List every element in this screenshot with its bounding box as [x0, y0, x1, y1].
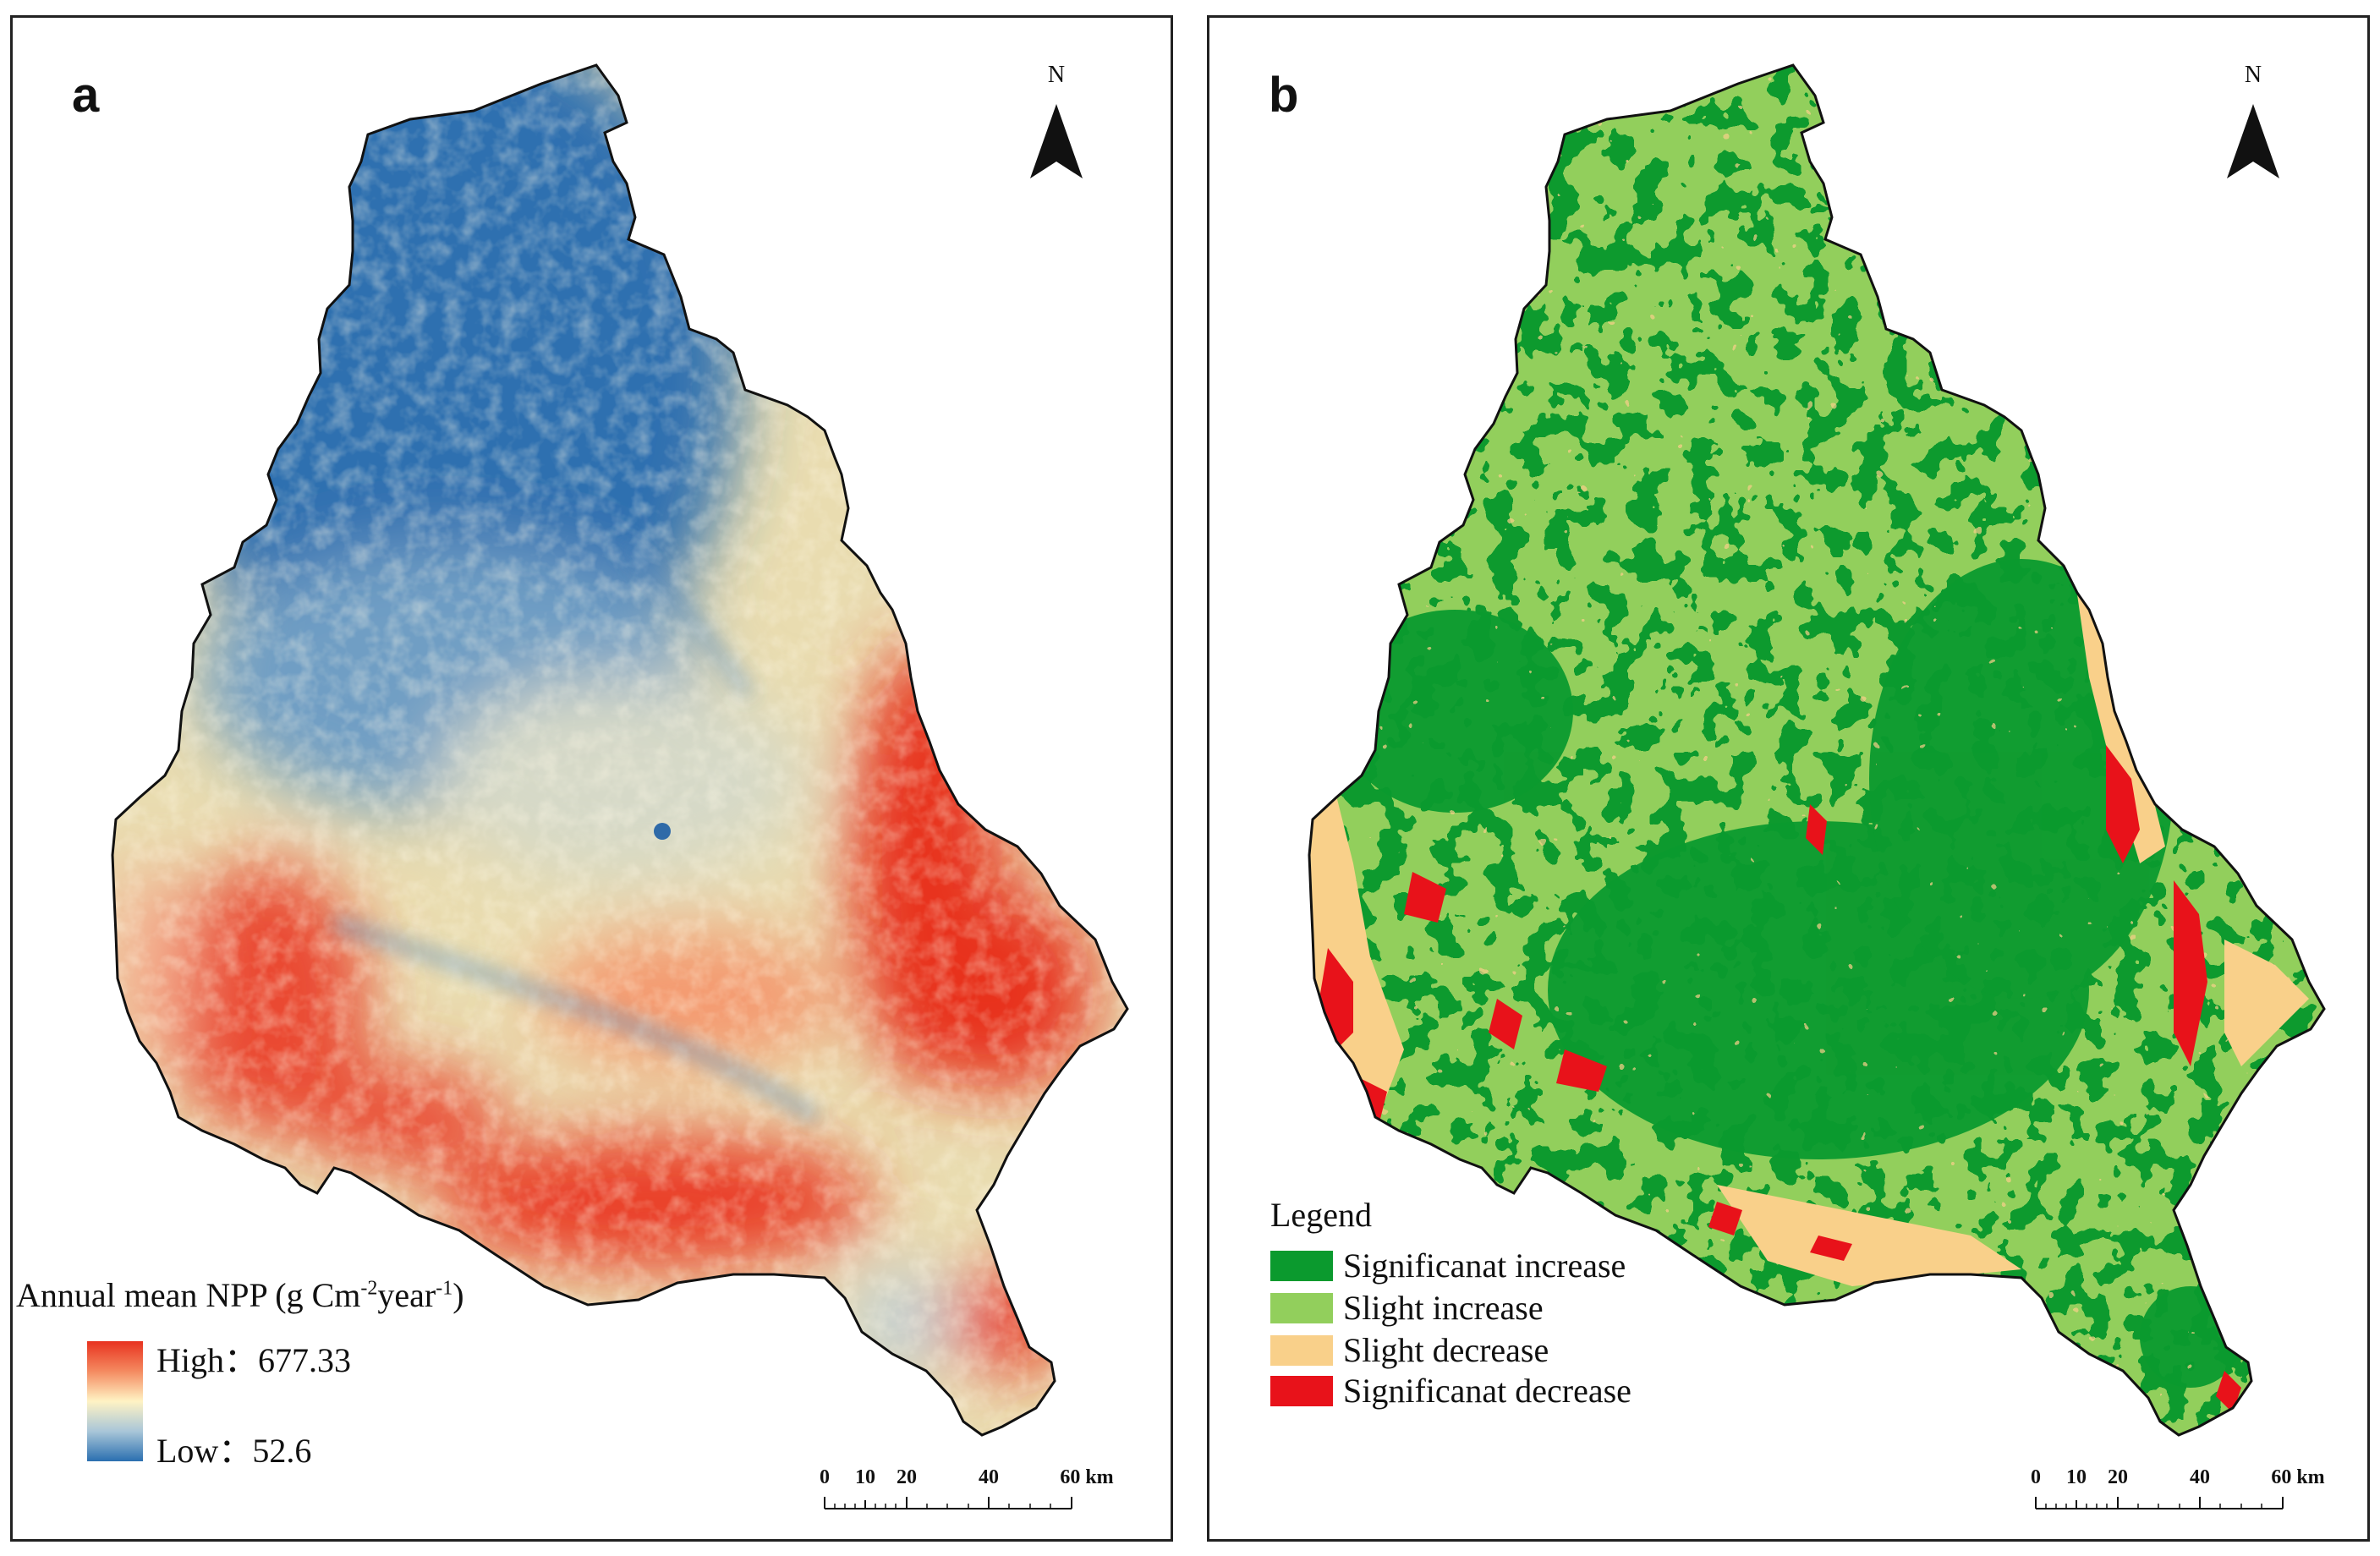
scale-bar-graphic — [824, 1497, 1072, 1509]
legend-swatch — [1270, 1293, 1333, 1323]
legend-swatch — [1270, 1335, 1333, 1366]
panel-a-npp-map: a N Annual mean NPP (g Cm-2year-1) High：… — [10, 15, 1173, 1542]
npp-raster-fill — [112, 65, 1127, 1435]
scale-bar-graphic — [2035, 1497, 2284, 1509]
scale-tick-label: 40 — [2190, 1466, 2210, 1488]
scale-tick-label: 60 km — [2271, 1466, 2325, 1488]
legend-item-label: Slight decrease — [1343, 1331, 1549, 1369]
panel-letter-b: b — [1269, 68, 1299, 123]
panel-letter-a: a — [72, 68, 100, 123]
north-arrow-icon — [1030, 104, 1083, 178]
trend-legend-title: Legend — [1270, 1196, 1372, 1234]
north-label: N — [2244, 62, 2262, 88]
npp-raster-map — [111, 63, 1129, 1437]
scale-tick-label: 10 — [2066, 1466, 2087, 1488]
scale-tick-label: 40 — [979, 1466, 999, 1488]
scale-tick-label: 20 — [2108, 1466, 2128, 1488]
npp-trend-raster-map — [1308, 63, 2326, 1437]
scale-tick-label: 10 — [855, 1466, 875, 1488]
legend-swatch — [1270, 1376, 1333, 1406]
npp-low-label: Low：52.6 — [156, 1432, 312, 1470]
scale-tick-label: 0 — [2031, 1466, 2041, 1488]
north-arrow-icon — [2227, 104, 2279, 178]
panel-b-trend-map: b N Legend Significanat increase Slight … — [1207, 15, 2370, 1542]
scale-bar: 0 10 20 40 60 km — [2002, 1466, 2325, 1526]
scale-bar: 0 10 20 40 60 km — [791, 1466, 1114, 1526]
north-label: N — [1047, 62, 1066, 88]
scale-tick-label: 20 — [897, 1466, 917, 1488]
npp-high-label: High：677.33 — [156, 1341, 351, 1379]
scale-tick-label: 60 km — [1060, 1466, 1114, 1488]
legend-item-label: Slight increase — [1343, 1289, 1544, 1327]
scale-tick-label: 0 — [820, 1466, 830, 1488]
legend-item-label: Significanat increase — [1343, 1246, 1626, 1285]
npp-color-ramp — [87, 1341, 143, 1461]
north-arrow: N — [2224, 62, 2283, 197]
north-arrow: N — [1027, 62, 1086, 197]
legend-item-label: Significanat decrease — [1343, 1372, 1631, 1410]
legend-swatch — [1270, 1251, 1333, 1281]
npp-legend-title: Annual mean NPP (g Cm-2year-1) — [16, 1276, 464, 1314]
